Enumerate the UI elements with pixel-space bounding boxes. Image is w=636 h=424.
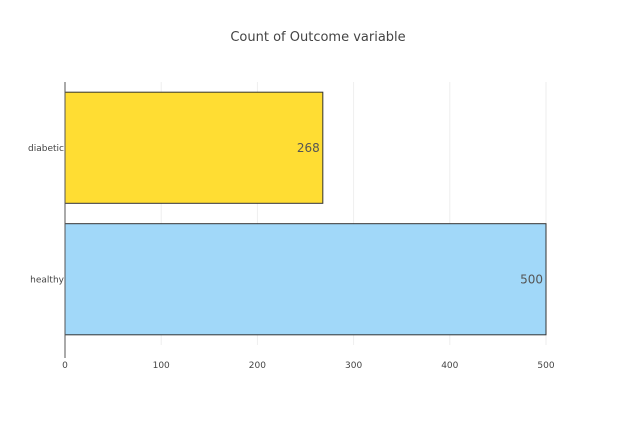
x-tick-label-0: 0 — [62, 361, 68, 371]
category-label-diabetic: diabetic — [28, 144, 64, 154]
chart-title: Count of Outcome variable — [230, 30, 405, 45]
value-label-diabetic: 268 — [297, 141, 320, 155]
x-tick-label-5: 500 — [537, 361, 554, 371]
y-axis-categories: diabetic healthy — [28, 144, 65, 286]
bar-diabetic — [64, 91, 324, 204]
x-tick-label-4: 400 — [441, 361, 458, 371]
value-label-healthy: 500 — [520, 272, 543, 286]
x-tick-label-2: 200 — [249, 361, 266, 371]
category-label-healthy: healthy — [30, 275, 64, 285]
bar-value-labels: 268 500 — [297, 141, 543, 287]
bar-healthy — [64, 223, 547, 336]
x-tick-label-1: 100 — [153, 361, 170, 371]
bars — [64, 91, 547, 336]
x-tick-label-3: 300 — [345, 361, 362, 371]
x-axis-ticks: 0 100 200 300 400 500 — [62, 361, 555, 371]
